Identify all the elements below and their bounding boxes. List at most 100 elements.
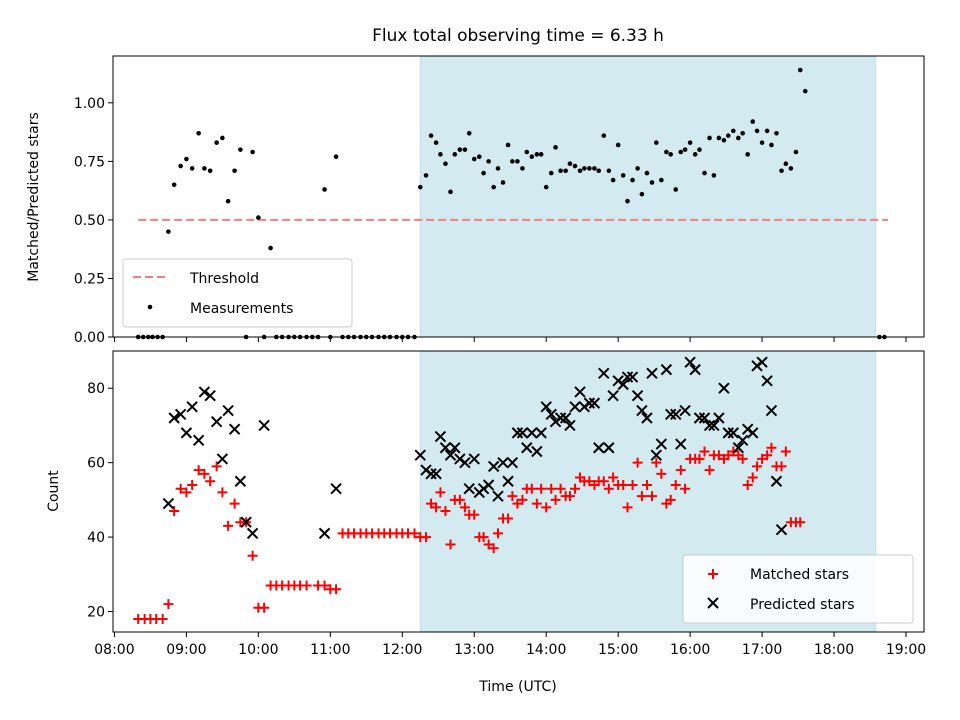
ratio-panel: 0.00 0.25 0.50 0.75 1.00 Threshold Measurement… — [74, 55, 925, 346]
measurement-point — [615, 142, 621, 148]
predicted-star-point — [655, 438, 668, 450]
x-tick-label: 12:00 — [382, 642, 422, 658]
matched-star-point — [632, 457, 643, 468]
measurement-point — [711, 173, 717, 178]
matched-star-point — [584, 476, 595, 487]
matched-star-point — [163, 599, 174, 610]
measurement-point — [625, 198, 630, 204]
matched-star-point — [247, 550, 258, 561]
measurement-point — [524, 149, 530, 155]
predicted-star-point — [621, 371, 634, 383]
matched-star-point — [564, 491, 575, 502]
measurement-point — [202, 166, 207, 171]
measurement-point — [582, 166, 587, 171]
matched-star-point — [569, 483, 580, 494]
predicted-star-point — [736, 434, 749, 447]
measurement-point — [322, 187, 327, 192]
measurement-point — [184, 156, 189, 162]
predicted-star-point — [192, 434, 205, 447]
predicted-star-point — [228, 423, 241, 435]
measurement-point — [721, 138, 727, 143]
measurement-point — [673, 187, 679, 192]
matched-star-point — [550, 494, 561, 505]
observing-window-shade — [419, 55, 877, 338]
measurement-point — [476, 154, 482, 159]
matched-star-point — [598, 476, 609, 487]
predicted-star-point — [732, 442, 745, 454]
matched-star-point — [223, 520, 234, 531]
predicted-star-point — [521, 442, 533, 454]
measurement-point — [649, 180, 655, 185]
y-tick-label: 0.00 — [74, 330, 105, 346]
x-tick-label: 17:00 — [742, 642, 782, 658]
matched-star-point — [541, 502, 552, 513]
measurement-point — [563, 168, 568, 174]
y-tick-label: 0.25 — [74, 271, 105, 287]
measurement-point — [654, 140, 659, 145]
matched-star-point — [199, 468, 210, 479]
predicted-star-point — [626, 371, 639, 383]
predicted-star-point — [425, 468, 437, 480]
measurement-point — [668, 152, 673, 157]
measurement-point — [779, 168, 784, 174]
measurement-point — [466, 130, 472, 136]
measurement-point — [452, 152, 458, 157]
matched-star-point — [478, 532, 489, 543]
y-tick-label: 20 — [87, 605, 105, 621]
matched-star-point — [492, 528, 503, 539]
measurement-point — [433, 140, 439, 145]
y-tick-label: 0.75 — [74, 154, 105, 170]
measurement-point — [783, 161, 789, 167]
matched-star-point — [757, 453, 768, 464]
predicted-star-point — [222, 404, 234, 417]
measurement-point — [601, 133, 607, 138]
matched-star-point — [454, 494, 465, 505]
x-tick-label: 08:00 — [94, 642, 134, 658]
measurement-point — [630, 177, 635, 183]
predicted-star-point — [574, 386, 586, 398]
measurement-point — [171, 182, 177, 188]
matched-star-point — [747, 472, 758, 483]
matched-star-point — [488, 543, 499, 554]
measurement-point — [707, 135, 712, 141]
matched-star-point — [301, 580, 312, 591]
predicted-star-point — [174, 408, 187, 420]
matched-star-point — [752, 461, 763, 472]
predicted-star-point — [430, 468, 442, 480]
x-tick-label: 19:00 — [886, 642, 926, 658]
predicted-star-point — [444, 449, 457, 461]
measurement-point — [577, 168, 583, 174]
matched-star-point — [319, 580, 330, 591]
measurement-point — [764, 128, 770, 134]
predicted-star-point — [492, 490, 504, 502]
measurement-point — [702, 170, 707, 176]
measurement-point — [596, 168, 602, 174]
x-tick-label: 10:00 — [238, 642, 278, 658]
predicted-star-point — [216, 453, 229, 465]
predicted-star-point — [204, 389, 216, 402]
predicted-star-point — [588, 397, 601, 409]
measurement-point — [740, 130, 745, 136]
measurement-point — [592, 166, 597, 171]
measurement-point — [788, 166, 794, 171]
measurement-point — [471, 156, 477, 162]
predicted-star-point — [318, 527, 331, 540]
predicted-star-point — [210, 416, 223, 428]
predicted-star-point — [617, 378, 629, 391]
predicted-star-point — [234, 475, 247, 487]
legend-predicted-label: Predicted stars — [750, 597, 855, 613]
matched-star-point — [526, 483, 537, 494]
predicted-star-point — [593, 442, 605, 454]
measurement-point — [620, 173, 626, 178]
measurement-point — [520, 166, 525, 171]
legend-matched-swatch — [708, 569, 718, 579]
predicted-star-point — [468, 453, 480, 465]
predicted-star-point — [598, 367, 610, 380]
measurement-point — [635, 166, 640, 171]
y-tick-label: 60 — [87, 456, 105, 472]
predicted-star-point — [722, 427, 734, 439]
measurement-point — [510, 159, 515, 164]
matched-star-point — [175, 483, 186, 494]
measurement-point — [196, 130, 201, 136]
